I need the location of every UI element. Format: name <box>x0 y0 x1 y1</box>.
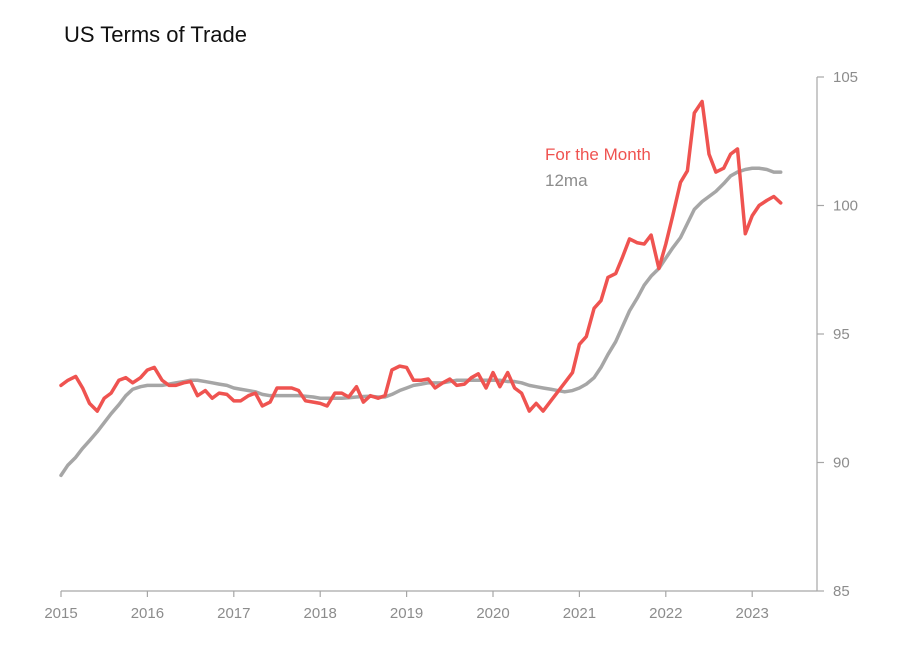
y-tick-label: 105 <box>833 69 858 86</box>
axes-layer: 2015 2016 2017 2018 2019 2020 2021 2022 2023 85 90… <box>44 69 858 622</box>
series-layer <box>59 99 783 478</box>
x-tick-label: 2018 <box>304 605 337 622</box>
legend-layer: For the Month 12ma <box>545 145 651 190</box>
x-tick-label: 2019 <box>390 605 423 622</box>
chart-title: US Terms of Trade <box>64 22 247 47</box>
x-tick-label: 2016 <box>131 605 164 622</box>
series-line-for-the-month <box>59 99 783 413</box>
x-tick-label: 2023 <box>736 605 769 622</box>
y-tick-label: 85 <box>833 583 850 600</box>
x-tick-label: 2020 <box>476 605 509 622</box>
x-tick-label: 2017 <box>217 605 250 622</box>
y-tick-label: 90 <box>833 455 850 472</box>
x-tick-label: 2022 <box>649 605 682 622</box>
x-tick-label: 2015 <box>44 605 77 622</box>
y-tick-label: 100 <box>833 198 858 215</box>
legend-label-12ma: 12ma <box>545 171 588 190</box>
y-tick-label: 95 <box>833 326 850 343</box>
legend-label-for-the-month: For the Month <box>545 145 651 164</box>
x-tick-label: 2021 <box>563 605 596 622</box>
